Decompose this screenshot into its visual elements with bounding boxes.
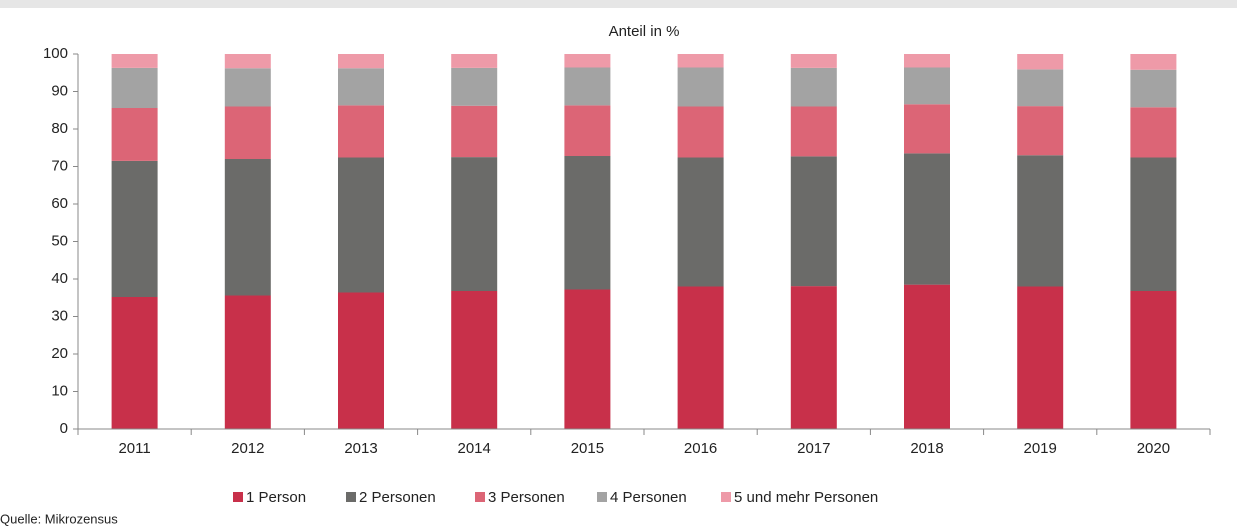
y-tick-label: 70 <box>51 157 68 174</box>
chart-title: Anteil in % <box>609 23 680 40</box>
legend-swatch <box>475 492 485 502</box>
bar-segment <box>677 157 724 287</box>
bar-segment <box>111 67 158 108</box>
bar-segment <box>451 291 498 429</box>
bar-segment <box>564 54 611 68</box>
x-tick-label: 2017 <box>797 440 830 457</box>
bar-segment <box>224 106 271 159</box>
bar-segment <box>1017 54 1064 70</box>
bar-segment <box>677 286 724 429</box>
bar-segment <box>451 54 498 68</box>
bar-segment <box>111 54 158 68</box>
legend-label: 5 und mehr Personen <box>734 489 878 506</box>
bar-segment <box>904 104 950 154</box>
x-tick-label: 2012 <box>231 440 264 457</box>
y-tick-label: 0 <box>60 420 68 437</box>
bar-segment <box>1017 286 1064 429</box>
bar-segment <box>677 67 724 107</box>
bar-segment <box>904 54 950 68</box>
legend-swatch <box>721 492 731 502</box>
bar-segment <box>564 156 611 290</box>
bar-segment <box>790 156 837 287</box>
legend-label: 2 Personen <box>359 489 436 506</box>
y-tick-label: 80 <box>51 120 68 137</box>
legend-swatch <box>597 492 607 502</box>
bar-segment <box>1017 69 1064 107</box>
legend-swatch <box>233 492 243 502</box>
bar-segment <box>677 106 724 158</box>
bar-segment <box>1017 155 1064 287</box>
y-tick-label: 60 <box>51 195 68 212</box>
y-tick-label: 40 <box>51 270 68 287</box>
bar-segment <box>338 54 384 69</box>
bar-segment <box>790 106 837 157</box>
bar-segment <box>790 67 837 107</box>
bar-segment <box>1017 106 1064 156</box>
bar-segment <box>1130 107 1177 158</box>
top-band <box>0 0 1237 8</box>
y-tick-label: 50 <box>51 232 68 249</box>
x-tick-label: 2019 <box>1024 440 1057 457</box>
bar-segment <box>451 157 498 291</box>
bar-segment <box>904 153 950 285</box>
bar-segment <box>1130 69 1177 108</box>
x-tick-label: 2018 <box>910 440 943 457</box>
legend-label: 1 Person <box>246 489 306 506</box>
bar-segment <box>451 105 498 158</box>
bar-segment <box>224 159 271 296</box>
x-tick-label: 2016 <box>684 440 717 457</box>
bar-segment <box>904 284 950 429</box>
y-tick-label: 90 <box>51 82 68 99</box>
legend-label: 3 Personen <box>488 489 565 506</box>
x-tick-label: 2020 <box>1137 440 1170 457</box>
y-tick-label: 100 <box>43 45 68 62</box>
x-tick-label: 2014 <box>458 440 491 457</box>
x-tick-label: 2015 <box>571 440 604 457</box>
bar-segment <box>1130 291 1177 429</box>
bar-segment <box>338 105 384 158</box>
bar-segment <box>111 160 158 297</box>
bar-segment <box>224 295 271 429</box>
bar-segment <box>224 54 271 69</box>
x-tick-label: 2013 <box>344 440 377 457</box>
bar-segment <box>790 286 837 429</box>
bar-segment <box>338 68 384 106</box>
bar-segment <box>564 289 611 429</box>
bar-segment <box>338 292 384 429</box>
bar-segment <box>790 54 837 68</box>
bar-segment <box>1130 54 1177 70</box>
legend-swatch <box>346 492 356 502</box>
y-tick-label: 10 <box>51 382 68 399</box>
bar-segment <box>451 67 498 106</box>
y-tick-label: 30 <box>51 307 68 324</box>
bar-segment <box>111 297 158 429</box>
x-tick-label: 2011 <box>118 440 150 457</box>
bar-segment <box>224 68 271 107</box>
bar-segment <box>564 67 611 106</box>
bar-segment <box>677 54 724 68</box>
bar-segment <box>338 157 384 293</box>
legend-label: 4 Personen <box>610 489 687 506</box>
bar-segment <box>904 67 950 105</box>
bar-segment <box>1130 157 1177 291</box>
bar-segment <box>564 105 611 156</box>
source: Quelle: Mikrozensus <box>0 511 118 526</box>
bar-segment <box>111 108 158 161</box>
y-tick-label: 20 <box>51 345 68 362</box>
